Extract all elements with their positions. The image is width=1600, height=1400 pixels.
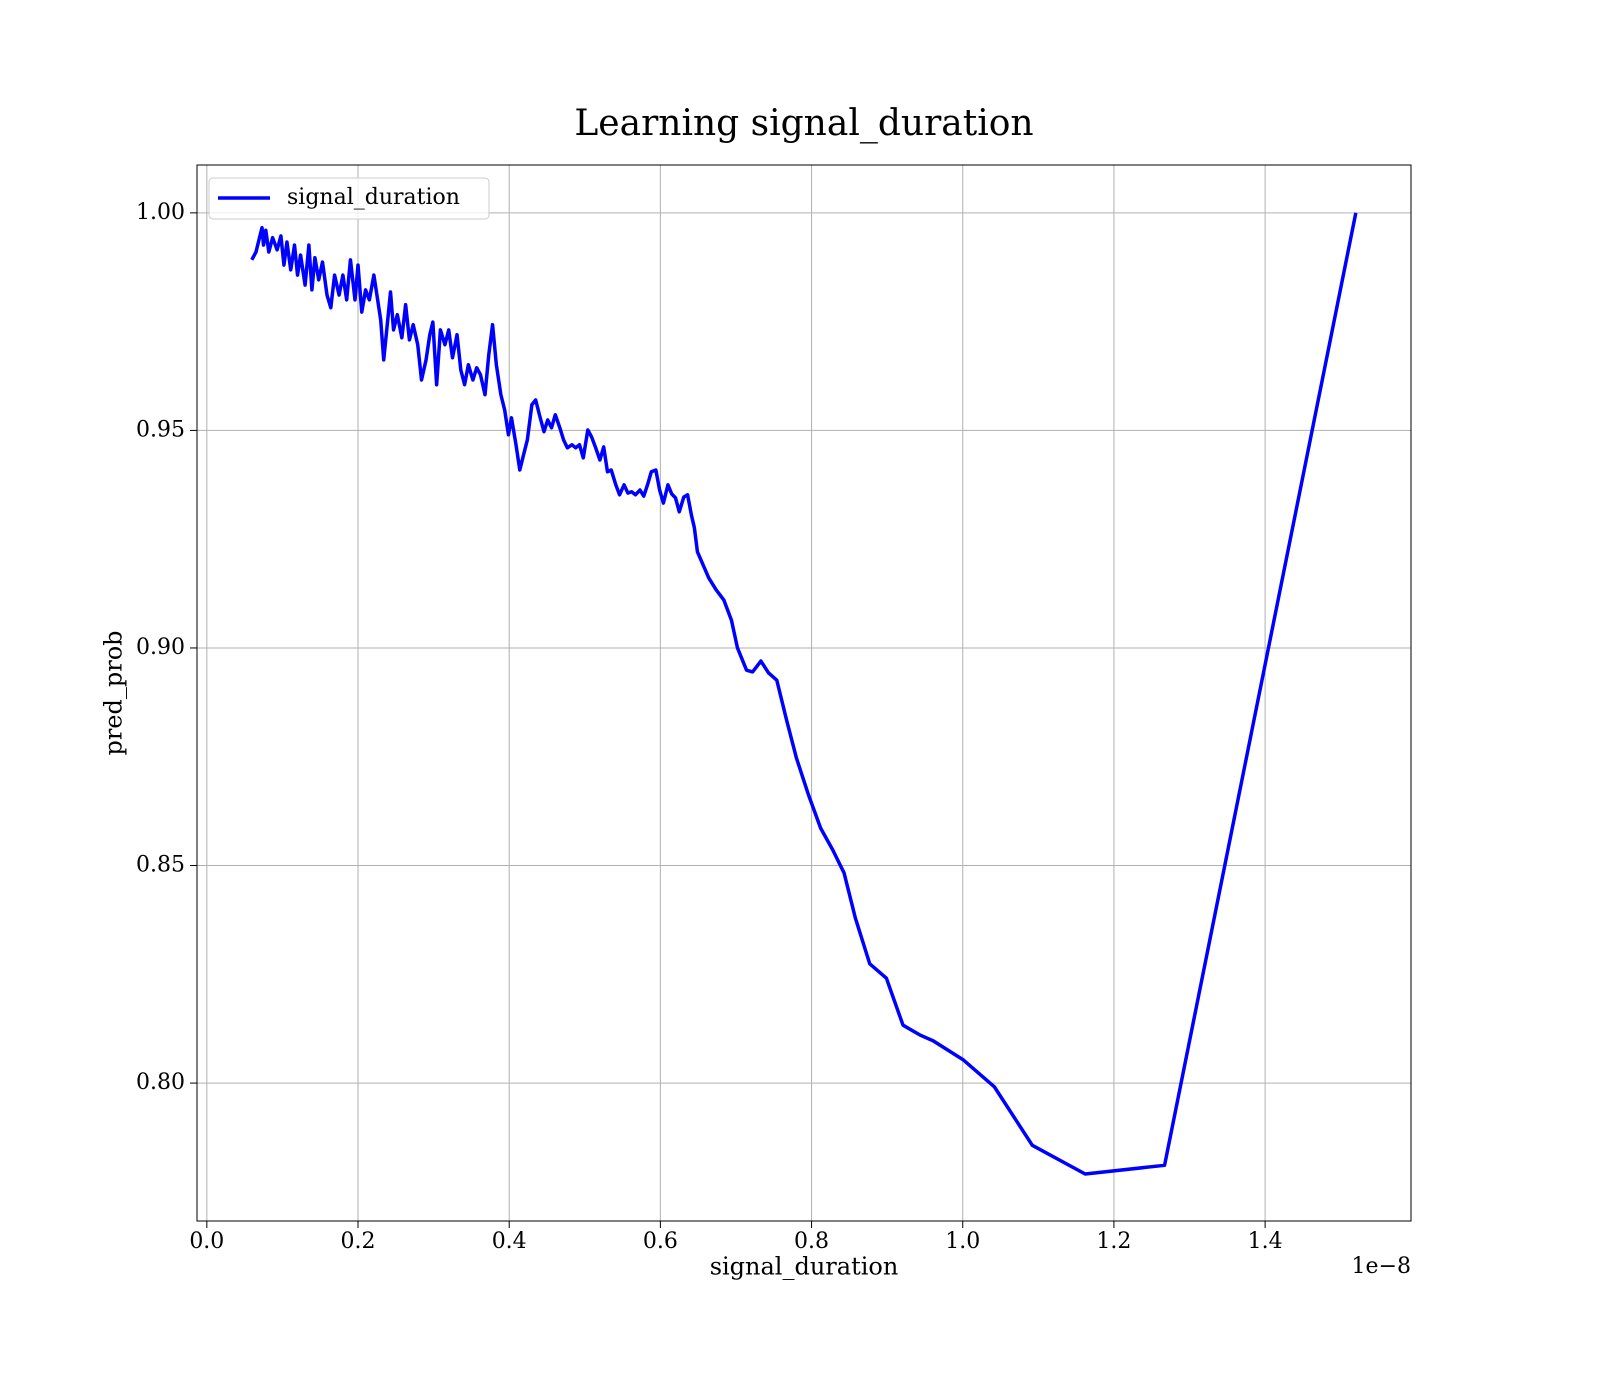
x-tick-label: 1.4: [1248, 1229, 1283, 1254]
chart-title: Learning signal_duration: [574, 103, 1033, 144]
y-tick-label: 0.95: [136, 417, 185, 442]
y-tick-label: 0.85: [136, 853, 185, 878]
y-tick-label: 0.90: [136, 635, 185, 660]
x-offset-label: 1e−8: [1352, 1254, 1411, 1279]
y-tick-label: 0.80: [136, 1070, 185, 1095]
plot-frame: [196, 164, 1412, 1222]
x-axis-label: signal_duration: [710, 1253, 899, 1281]
legend-box: [208, 177, 490, 220]
x-tick-label: 0.2: [341, 1229, 376, 1254]
x-tick-label: 1.0: [945, 1229, 980, 1254]
x-tick-label: 0.4: [492, 1229, 527, 1254]
data-line: [250, 212, 1358, 1176]
x-tick-label: 1.2: [1096, 1229, 1131, 1254]
x-tick-label: 0.0: [189, 1229, 224, 1254]
x-tick-label: 0.6: [643, 1229, 678, 1254]
y-axis-label: pred_prob: [100, 630, 128, 755]
x-tick-label: 0.8: [794, 1229, 829, 1254]
legend-label: signal_duration: [287, 185, 460, 210]
y-tick-label: 1.00: [136, 200, 185, 225]
